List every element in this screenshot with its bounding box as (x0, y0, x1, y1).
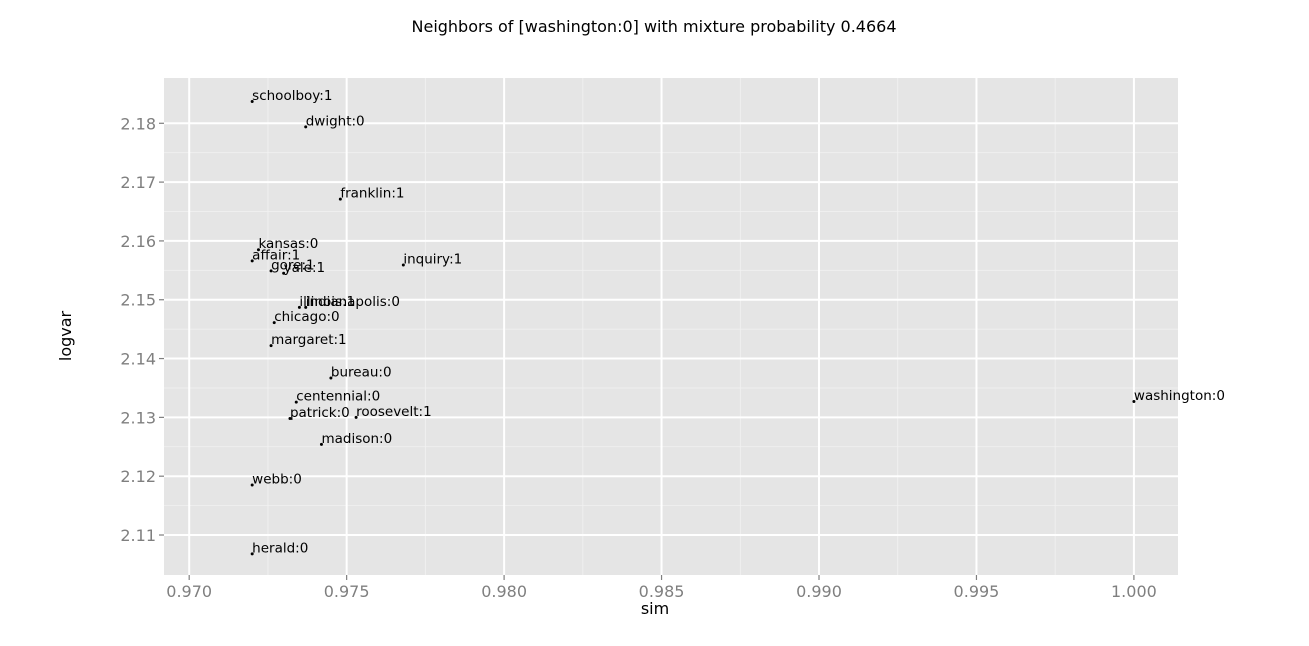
point-marker (338, 197, 342, 201)
x-axis-title: sim (641, 599, 669, 618)
data-point: schoolboy:1 (250, 88, 332, 104)
chart-title: Neighbors of [washington:0] with mixture… (412, 17, 897, 36)
y-tick-label: 2.17 (120, 173, 156, 192)
point-marker (401, 263, 405, 267)
y-axis-tick-labels: 2.11 2.12 2.13 2.14 2.15 2.16 2.17 2.18 (120, 114, 156, 545)
data-point: patrick:0 (288, 405, 350, 421)
point-marker (256, 248, 260, 252)
point-label: franklin:1 (340, 186, 404, 202)
data-point: roosevelt:1 (354, 404, 432, 420)
plot-panel (164, 78, 1178, 575)
data-point: chicago:0 (272, 309, 340, 325)
data-points: schoolboy:1 dwight:0 franklin:1 kansas:0aff… (250, 88, 1225, 556)
point-label: illinois:1 (299, 294, 355, 310)
x-tick-label: 0.995 (954, 582, 1000, 601)
data-point: indianapolis:0 (304, 294, 400, 310)
y-tick-label: 2.13 (120, 408, 156, 427)
point-marker (250, 100, 254, 104)
point-marker (304, 305, 308, 309)
point-marker (1132, 399, 1136, 403)
point-marker (250, 259, 254, 263)
data-point: kansas:0 (256, 236, 318, 252)
point-marker (297, 305, 301, 309)
point-label: washington:0 (1134, 388, 1225, 404)
point-label: margaret:1 (271, 332, 347, 348)
point-label: affair:1 (252, 247, 300, 263)
data-point: herald:0 (250, 540, 308, 556)
y-tick-label: 2.14 (120, 350, 156, 369)
point-label: gore:1 (271, 257, 315, 273)
x-tick-label: 0.975 (324, 582, 370, 601)
point-marker (288, 417, 292, 421)
point-label: yale:1 (284, 260, 325, 276)
x-tick-label: 0.985 (639, 582, 685, 601)
point-label: dwight:0 (306, 113, 365, 129)
point-marker (282, 271, 286, 275)
data-point: franklin:1 (338, 186, 405, 202)
point-marker (354, 415, 358, 419)
major-gridlines (164, 78, 1178, 575)
point-label: roosevelt:1 (356, 404, 432, 420)
x-axis-tick-labels: 0.970 0.975 0.980 0.985 0.990 0.995 1.000 (166, 582, 1157, 601)
point-label: patrick:0 (290, 405, 350, 421)
x-tick-label: 0.970 (166, 582, 212, 601)
data-point: centennial:0 (294, 389, 380, 405)
data-point: illinois:1 (297, 294, 355, 310)
data-point: inquiry:1 (401, 252, 462, 268)
point-marker (272, 321, 276, 325)
data-point: margaret:1 (269, 332, 347, 348)
y-tick-label: 2.11 (120, 526, 156, 545)
data-point: affair:1 (250, 247, 300, 263)
point-marker (294, 400, 298, 404)
point-marker (269, 344, 273, 348)
point-marker (250, 552, 254, 556)
x-tick-label: 1.000 (1111, 582, 1157, 601)
y-axis-title: logvar (56, 310, 75, 361)
data-point: gore:1 (269, 257, 315, 273)
y-tick-label: 2.15 (120, 291, 156, 310)
point-label: bureau:0 (331, 364, 392, 380)
point-marker (319, 442, 323, 446)
data-point: washington:0 (1132, 388, 1225, 404)
x-tick-label: 0.980 (481, 582, 527, 601)
point-label: kansas:0 (258, 236, 318, 252)
point-label: chicago:0 (274, 309, 339, 325)
y-tick-label: 2.16 (120, 232, 156, 251)
point-label: inquiry:1 (403, 252, 462, 268)
x-tick-label: 0.990 (796, 582, 842, 601)
minor-gridlines (164, 78, 1178, 575)
point-label: centennial:0 (296, 389, 380, 405)
point-marker (304, 125, 308, 129)
data-point: bureau:0 (329, 364, 392, 380)
y-tick-label: 2.18 (120, 114, 156, 133)
data-point: yale:1 (282, 260, 325, 276)
point-label: indianapolis:0 (306, 294, 400, 310)
point-marker (269, 269, 273, 273)
data-point: webb:0 (250, 472, 302, 488)
point-marker (329, 376, 333, 380)
y-tick-label: 2.12 (120, 467, 156, 486)
point-marker (250, 483, 254, 487)
point-label: herald:0 (252, 540, 308, 556)
point-label: webb:0 (252, 472, 302, 488)
point-label: madison:0 (321, 431, 392, 447)
data-point: madison:0 (319, 431, 392, 447)
point-label: schoolboy:1 (252, 88, 332, 104)
data-point: dwight:0 (304, 113, 365, 129)
axis-ticks (159, 122, 1135, 580)
